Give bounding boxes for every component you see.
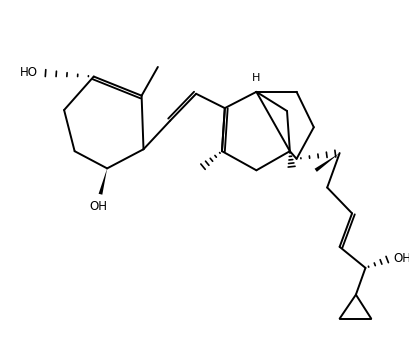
- Text: H: H: [252, 73, 260, 83]
- Polygon shape: [314, 153, 339, 172]
- Polygon shape: [98, 169, 107, 195]
- Text: OH: OH: [89, 200, 107, 213]
- Text: OH: OH: [392, 252, 409, 265]
- Text: HO: HO: [20, 66, 38, 79]
